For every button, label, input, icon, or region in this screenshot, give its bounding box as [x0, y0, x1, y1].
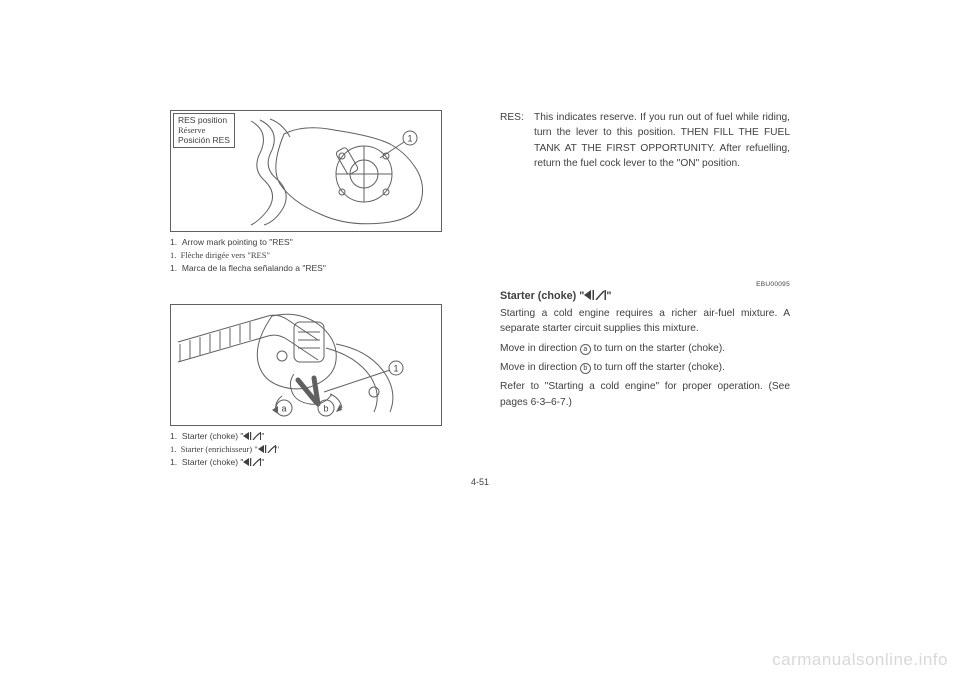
circled-a: a: [580, 344, 591, 355]
figure1-label-es: Posición RES: [178, 136, 230, 146]
figure1-diagram: 1: [246, 116, 436, 226]
figure2-letter-b: b: [323, 403, 328, 413]
choke-icon: [258, 445, 276, 453]
figure1-callout-1: 1: [407, 134, 412, 144]
figure2-callout-1: 1: [393, 363, 398, 373]
figure1-cap-en: 1. Arrow mark pointing to "RES": [170, 236, 460, 249]
figure1-captions: 1. Arrow mark pointing to "RES" 1. Flèch…: [170, 236, 460, 276]
figure-choke: a b 1: [170, 304, 442, 426]
choke-icon: [243, 458, 261, 466]
figure2-cap-es: 1. Starter (choke) "": [170, 456, 460, 469]
figure2-cap-en: 1. Starter (choke) "": [170, 430, 460, 443]
choke-para2: Move in direction a to turn on the start…: [500, 341, 790, 356]
figure2-letter-a: a: [281, 403, 286, 413]
choke-icon: [243, 432, 261, 440]
watermark: carmanualsonline.info: [772, 650, 948, 670]
right-column: RES: This indicates reserve. If you run …: [500, 110, 790, 469]
figure2-cap-fr: 1. Starter (enrichisseur) "": [170, 443, 460, 456]
figure2-diagram: a b 1: [176, 308, 436, 422]
figure2-captions: 1. Starter (choke) "" 1. Starter (enrich…: [170, 430, 460, 470]
figure1-label-box: RES position Réserve Posición RES: [173, 113, 235, 148]
choke-heading: Starter (choke) "": [500, 290, 790, 302]
circled-b: b: [580, 363, 591, 374]
choke-para1: Starting a cold engine requires a richer…: [500, 306, 790, 337]
res-text: This indicates reserve. If you run out o…: [534, 110, 790, 171]
choke-para3: Move in direction b to turn off the star…: [500, 360, 790, 375]
figure1-cap-es: 1. Marca de la flecha señalando a "RES": [170, 262, 460, 275]
ebu-code: EBU00095: [500, 281, 790, 288]
res-definition: RES: This indicates reserve. If you run …: [500, 110, 790, 171]
choke-icon: [584, 290, 606, 300]
page-number: 4-51: [170, 477, 790, 487]
choke-para4: Refer to "Starting a cold engine" for pr…: [500, 379, 790, 410]
figure-res-position: RES position Réserve Posición RES: [170, 110, 442, 232]
figure1-cap-fr: 1. Flèche dirigée vers "RES": [170, 249, 460, 262]
manual-page: RES position Réserve Posición RES: [170, 110, 790, 469]
two-column-layout: RES position Réserve Posición RES: [170, 110, 790, 469]
res-label: RES:: [500, 110, 534, 171]
left-column: RES position Réserve Posición RES: [170, 110, 460, 469]
